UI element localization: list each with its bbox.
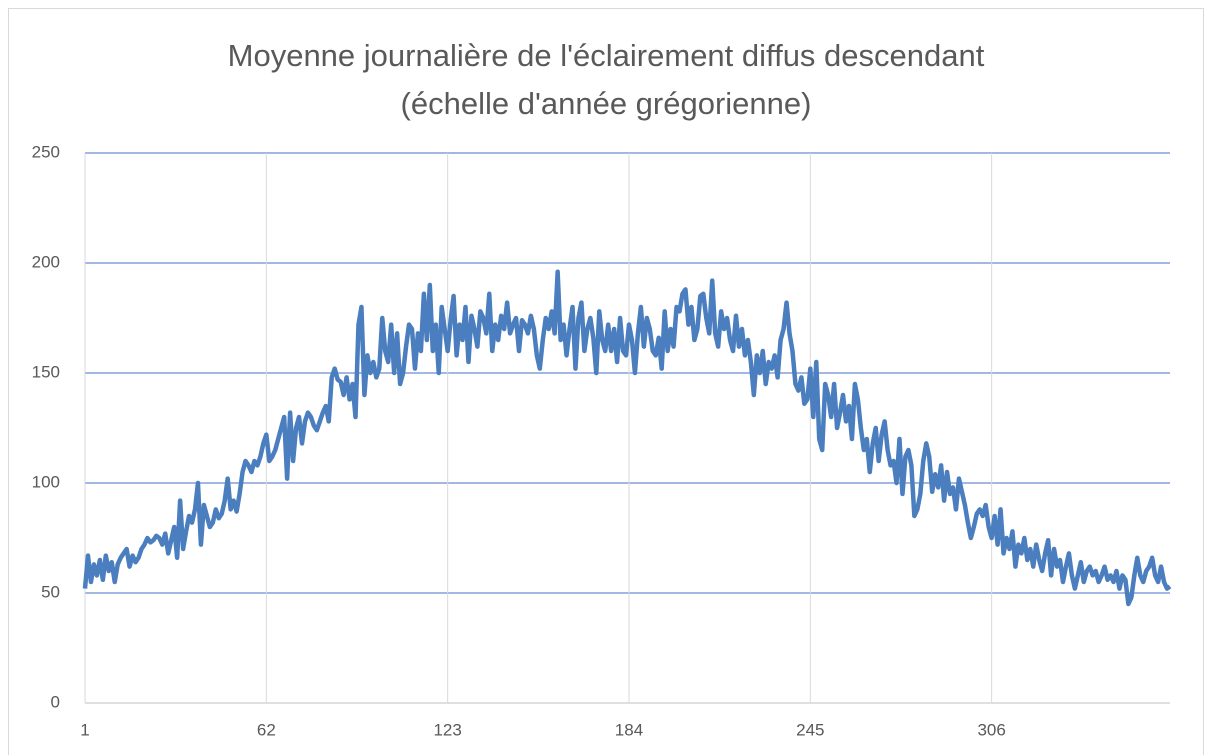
x-tick-label: 123: [433, 720, 461, 739]
y-tick-label: 100: [32, 472, 60, 491]
y-tick-label: 50: [41, 582, 60, 601]
x-tick-label: 184: [615, 720, 643, 739]
y-tick-label: 250: [32, 142, 60, 161]
y-tick-label: 150: [32, 362, 60, 381]
x-tick-label: 306: [977, 720, 1005, 739]
y-tick-label: 0: [51, 692, 60, 711]
x-tick-label: 1: [80, 720, 89, 739]
data-line: [82, 269, 1172, 607]
chart-title: Moyenne journalière de l'éclairement dif…: [227, 38, 985, 121]
y-tick-label: 200: [32, 252, 60, 271]
x-tick-label: 62: [257, 720, 276, 739]
chart-frame: [8, 8, 1204, 755]
x-tick-label: 245: [796, 720, 824, 739]
